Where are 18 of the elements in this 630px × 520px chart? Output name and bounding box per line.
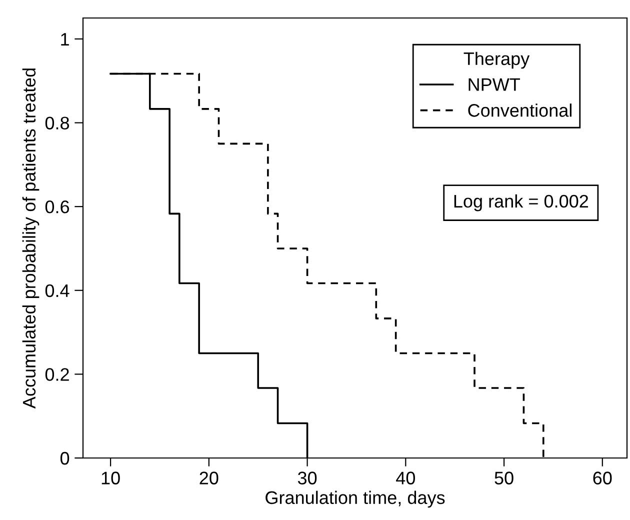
legend-title: Therapy xyxy=(464,52,530,69)
x-tick-label: 30 xyxy=(298,472,317,484)
y-tick-label: 0.4 xyxy=(45,284,70,298)
x-axis-title: Granulation time, days xyxy=(266,490,445,508)
legend-label: NPWT xyxy=(468,78,520,91)
x-tick-label: 10 xyxy=(102,472,120,484)
x-tick-label: 60 xyxy=(593,472,612,484)
x-tick-label: 40 xyxy=(396,472,415,484)
x-tick-label: 20 xyxy=(200,472,218,484)
x-tick-label: 50 xyxy=(494,472,514,484)
y-tick-label: 1 xyxy=(61,33,69,46)
y-axis-title: Accumulated probability of patients treated xyxy=(22,68,40,409)
y-tick-label: 0 xyxy=(60,452,70,465)
annotation: Log rank = 0.002 xyxy=(454,194,588,212)
y-tick-label: 0.6 xyxy=(45,200,70,214)
legend-label: Conventional xyxy=(468,104,572,117)
y-tick-label: 0.8 xyxy=(45,116,70,130)
y-tick-label: 0.2 xyxy=(45,368,69,381)
